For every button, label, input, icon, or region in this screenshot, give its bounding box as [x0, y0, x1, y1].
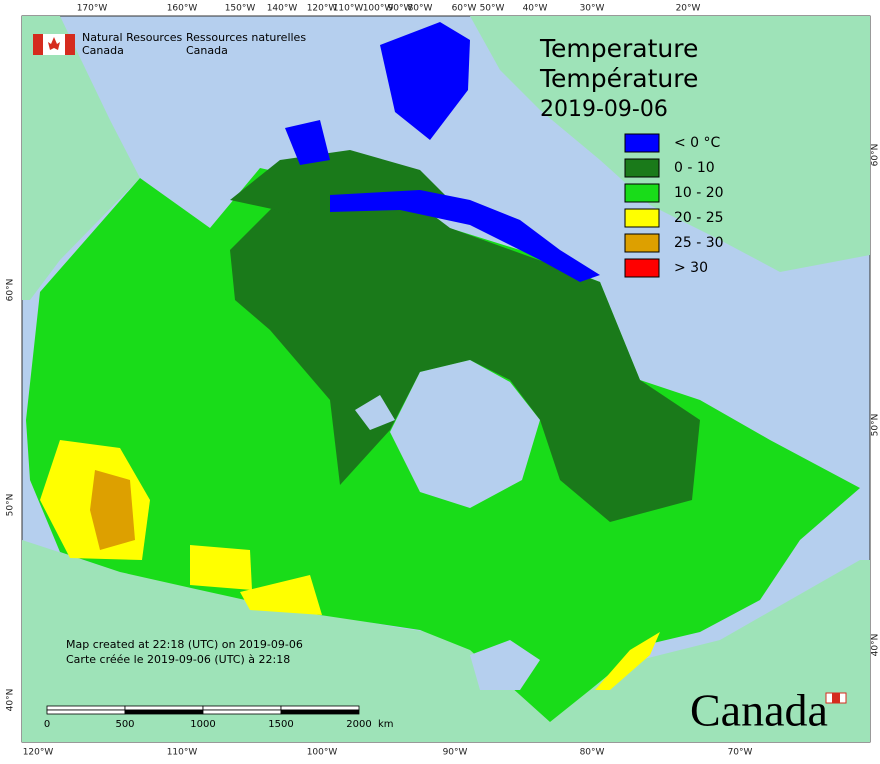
footer: Map created at 22:18 (UTC) on 2019-09-06: [66, 638, 303, 651]
graticule-label: 170°W: [77, 4, 108, 14]
graticule-label: 60°W: [452, 4, 477, 14]
graticule-label: 90°W: [443, 748, 468, 758]
wordmark: Canada: [690, 685, 828, 736]
scale-label: 0: [44, 719, 50, 730]
flag-bar: [33, 34, 43, 55]
scale-segment: [47, 706, 125, 710]
date: 2019-09-06: [540, 97, 668, 122]
graticule-label: 30°W: [580, 4, 605, 14]
footer: Carte créée le 2019-09-06 (UTC) à 22:18: [66, 653, 290, 666]
scale-unit: km: [378, 719, 394, 730]
graticule-label: 120°W: [23, 748, 54, 758]
graticule-label: 110°W: [333, 4, 364, 14]
title: Température: [539, 64, 698, 93]
scale-segment: [47, 710, 125, 714]
scale-segment: [281, 710, 359, 714]
flag-bar: [65, 34, 75, 55]
agency: Natural Resources: [82, 31, 183, 44]
graticule-label: 150°W: [225, 4, 256, 14]
scale-label: 1500: [268, 719, 293, 730]
scale-segment: [281, 706, 359, 710]
wordmark-flag: [832, 693, 840, 703]
graticule-label: 140°W: [267, 4, 298, 14]
scale-label: 500: [115, 719, 134, 730]
legend-swatch: [625, 234, 659, 252]
graticule-label: 50°W: [480, 4, 505, 14]
scale-segment: [203, 710, 281, 714]
graticule-label: 70°W: [728, 748, 753, 758]
graticule-label: 50°N: [6, 494, 16, 517]
legend-label: 10 - 20: [674, 185, 724, 201]
graticule-label: 110°W: [167, 748, 198, 758]
agency: Canada: [186, 44, 228, 57]
agency: Canada: [82, 44, 124, 57]
legend-label: 0 - 10: [674, 160, 715, 176]
legend-swatch: [625, 184, 659, 202]
graticule-label: 40°W: [523, 4, 548, 14]
graticule-label: 40°N: [6, 689, 16, 712]
graticule-label: 20°W: [676, 4, 701, 14]
scale-label: 1000: [190, 719, 215, 730]
legend-label: > 30: [674, 260, 708, 276]
graticule-label: 160°W: [167, 4, 198, 14]
graticule-label: 80°W: [580, 748, 605, 758]
scale-segment: [125, 710, 203, 714]
graticule-label: 50°N: [871, 414, 880, 437]
graticule-label: 60°N: [6, 279, 16, 302]
graticule-label: 100°W: [307, 748, 338, 758]
scale-label: 2000: [346, 719, 371, 730]
scale-segment: [125, 706, 203, 710]
graticule-label: 60°N: [871, 144, 880, 167]
legend-label: < 0 °C: [674, 135, 721, 151]
legend-label: 25 - 30: [674, 235, 724, 251]
legend-swatch: [625, 134, 659, 152]
legend-swatch: [625, 159, 659, 177]
legend-swatch: [625, 259, 659, 277]
legend-label: 20 - 25: [674, 210, 724, 226]
graticule-label: 80°W: [408, 4, 433, 14]
legend-swatch: [625, 209, 659, 227]
graticule-label: 40°N: [871, 634, 880, 657]
title: Temperature: [539, 34, 698, 63]
scale-segment: [203, 706, 281, 710]
agency: Ressources naturelles: [186, 31, 306, 44]
warm-prairie: [190, 545, 252, 590]
